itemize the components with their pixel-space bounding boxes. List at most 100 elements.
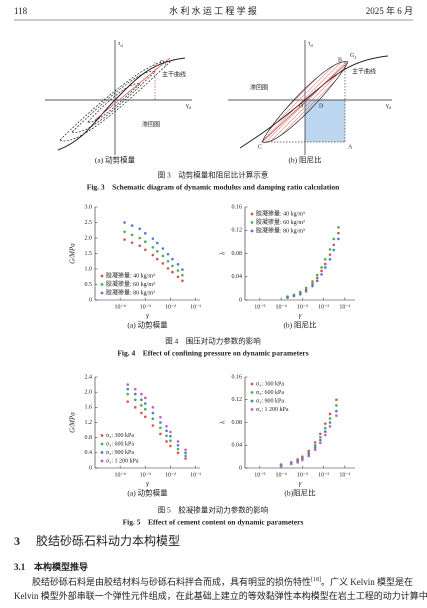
legend-marker [100,283,104,286]
data-point [323,258,327,261]
y-tick-label: 1.6 [85,405,93,411]
axis-label: τd [308,41,313,48]
paragraph-line: 胶结砂砾石料是由胶结材料与砂砾石料拌合而成，具有明显的损伤特性[18]。广义 K… [32,576,413,587]
legend-label: σ₃: 1 200 kPa [106,458,139,464]
data-point [320,266,323,269]
data-point [159,426,162,430]
legend-label: 胶凝掺量: 80 kg/m³ [256,226,305,234]
legend-label: σ₃: 900 kPa [256,398,284,404]
data-point [328,417,332,420]
data-point [151,406,155,409]
legend-marker [250,221,254,224]
data-point [138,227,142,230]
data-point [311,280,314,283]
data-point [319,438,322,442]
y-tick-label: 0 [239,297,242,303]
data-point [171,270,174,274]
y-tick-label: 0 [239,465,242,471]
data-point [171,264,174,268]
data-point [140,398,143,402]
legend-marker [250,382,254,386]
data-point [335,404,338,407]
loop-label: 滞回圈 [250,83,268,91]
data-point [169,439,172,443]
legend-marker [100,434,104,437]
hysteresis-loop [71,71,156,133]
x-tick-label: 10⁻⁵ [254,472,265,478]
issue-date: 2025 年 6 月 [366,5,413,16]
legend-marker [250,399,254,403]
data-point [304,289,308,293]
data-point [320,269,323,273]
data-point [171,257,174,261]
data-point [315,273,319,277]
y-tick-label: 1.2 [85,420,93,426]
x-axis-label: γ [146,480,149,488]
x-tick-label: 10⁻⁴ [115,304,126,310]
figure-caption-en: Fig. 5 Effect of cement content on dynam… [123,518,304,527]
y-tick-label: 3.0 [85,204,93,210]
legend-marker [100,274,104,278]
data-point [165,424,168,428]
data-point [151,411,155,415]
data-point [151,246,155,249]
data-point [169,444,172,448]
section-title: 胶结砂砾石料动力本构模型 [36,533,180,548]
data-point [311,282,314,286]
subcaption: (b)阻尼比 [284,488,316,498]
y-axis-label: G/MPa [69,412,77,433]
data-point [126,400,130,403]
data-point [123,238,126,241]
data-point [335,414,338,417]
data-point [328,425,332,428]
data-point [133,406,137,409]
secant-line [261,61,349,143]
data-point [130,233,134,237]
legend-marker [100,442,104,446]
paragraph-line: Kelvin 模型外部串联一个弹性元件组成，在此基础上建立的等效黏弹性本构模型在… [14,590,427,601]
x-tick-label: 10⁻⁴ [275,304,286,310]
data-point [315,279,319,283]
hysteresis-loop [87,83,141,123]
legend-label: σ₃: 1 200 kPa [256,407,289,413]
data-point [298,290,302,294]
data-point [332,243,336,247]
data-point [166,267,170,270]
data-point [298,292,302,296]
y-tick-label: 0.08 [232,420,243,426]
backbone-label: 主干曲线 [352,67,376,75]
x-tick-label: 10⁻¹ [190,472,201,478]
subsection-number: 3.1 [14,562,26,572]
data-point [140,392,143,396]
data-point [151,417,155,421]
data-point [143,396,147,400]
data-point [126,383,130,386]
slope-label: G1 [350,53,357,60]
x-tick-label: 10⁻³ [297,304,308,310]
data-point [332,248,336,252]
data-point [328,248,332,251]
data-point [151,424,155,427]
legend-marker [100,291,104,295]
data-point [165,434,168,438]
data-point [176,443,180,447]
y-tick-label: 2.4 [85,374,93,380]
data-point [138,244,142,248]
journal-name: 水 利 水 运 工 程 学 报 [169,5,257,16]
x-axis-label: γ [299,480,302,488]
data-point [181,273,184,277]
legend-marker [250,212,254,216]
y-tick-label: 1.0 [85,266,93,272]
data-point [279,464,283,468]
legend-marker [250,408,254,411]
section-number: 3 [14,534,20,548]
legend-label: σ₃: 300 kPa [256,381,284,387]
data-point [323,266,327,269]
legend-label: 胶凝掺量: 40 kg/m³ [106,271,155,279]
legend-label: σ₃: 600 kPa [106,441,134,447]
data-point [166,259,170,263]
data-point [323,430,327,433]
data-point [337,226,340,229]
data-point [165,429,168,433]
data-point [165,440,168,443]
